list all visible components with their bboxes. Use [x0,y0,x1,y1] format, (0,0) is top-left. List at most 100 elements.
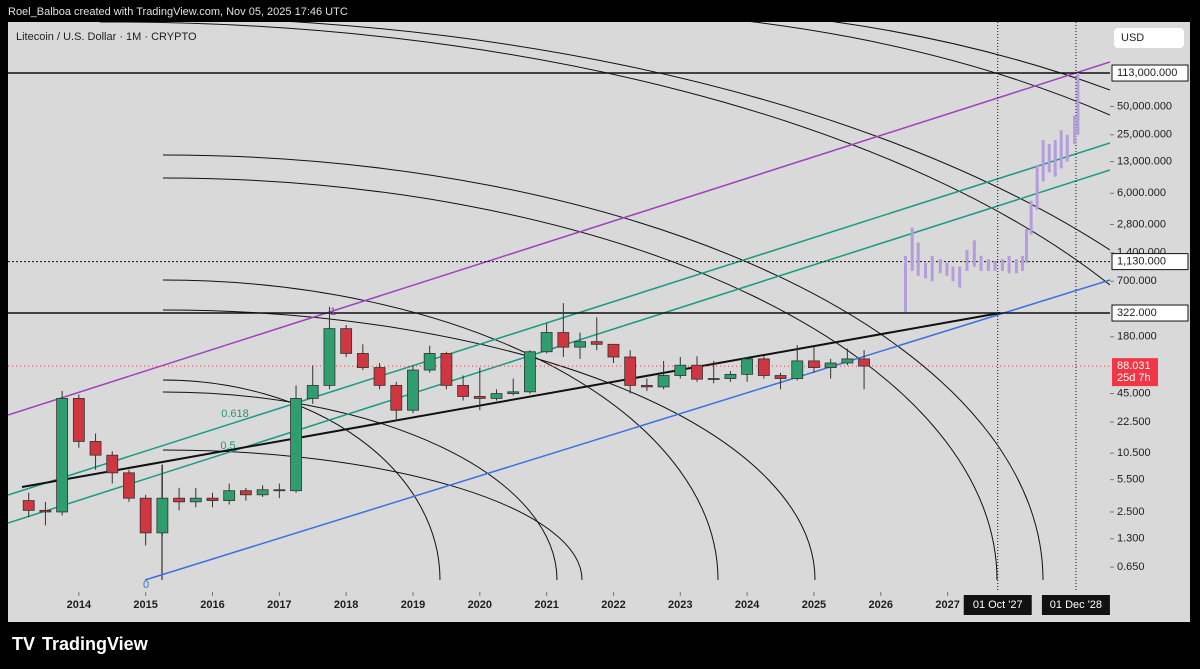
fib-arc [162,177,998,581]
price-label: 113,000.000 [1117,67,1177,79]
price-label: 1,130.000 [1117,256,1166,268]
time-marker-box [1041,595,1110,615]
candle-body [156,497,169,534]
candle-body [473,396,486,399]
fib-label: 0.5 [220,440,235,452]
candle-body [256,489,269,496]
chart-title: Litecoin / U.S. Dollar · 1M · CRYPTO [16,31,197,43]
candle-body [490,393,503,399]
candle-body [674,364,687,376]
last-price-box [1112,358,1158,387]
candle-body [290,398,302,492]
candle-body [173,497,185,503]
fib-arc [100,22,1110,286]
x-tick-label: 2021 [534,599,558,611]
trend-line [21,312,1001,488]
candle-body [22,500,35,511]
y-tick-label: 5.500 [1117,474,1145,486]
candle-body [39,509,52,513]
fib-arc [831,22,1110,91]
y-tick-label: 2.500 [1117,506,1145,518]
candle-body [657,375,670,388]
candle-body [724,373,737,379]
candle-body [407,369,419,411]
candle-body [774,375,787,379]
y-tick-label: 10.500 [1117,447,1151,459]
candle-body [741,358,754,375]
marks [8,22,1110,592]
fib-label: 0 [143,579,149,591]
brand: TradingView [42,634,149,654]
candle-body [356,353,369,368]
candle-body [457,384,470,397]
candle-body [373,367,386,386]
candle-body [323,328,336,386]
candle-body [440,353,453,386]
channel-line [8,142,1110,496]
header: Roel_Balboa created with TradingView.com… [8,6,348,18]
y-tick-label: 25,000.000 [1117,129,1172,141]
x-tick-label: 2016 [200,599,224,611]
y-tick-label: 0.650 [1117,561,1145,573]
candle-body [89,441,102,456]
x-tick-label: 2022 [601,599,625,611]
fib-arc [162,379,441,581]
candle-body [791,360,804,379]
candle-body [607,343,620,358]
x-tick-label: 2025 [802,599,826,611]
x-tick-label: 2026 [869,599,893,611]
candle-body [557,332,570,348]
x-tick-label: 2015 [133,599,157,611]
x-tick-label: 2023 [668,599,692,611]
y-tick-label: 13,000.000 [1117,155,1172,167]
drawings [8,22,1110,581]
price-label: 322.000 [1117,307,1157,319]
y-tick-label: 1.300 [1117,533,1145,545]
fib-label: 0.618 [221,408,249,420]
candle-body [72,398,85,442]
candle-body [223,490,236,501]
candle-body [189,497,202,503]
x-tick-label: 2027 [935,599,959,611]
candle-body [540,332,553,353]
time-marker-label: 01 Oct '27 [973,599,1023,611]
fib-arc [162,279,719,581]
x-tick-label: 2017 [267,599,291,611]
candle-body [841,358,854,364]
candle-body [640,384,653,388]
x-tick-label: 2020 [468,599,492,611]
candle-body [574,341,586,348]
candle-body [808,360,820,368]
candle-body [390,384,403,411]
y-tick-label: 50,000.000 [1117,100,1172,112]
y-tick-label: 45.000 [1117,388,1151,400]
last-price-label: 88.031 [1117,360,1151,372]
candle-body [273,489,286,492]
price-label-box [1111,64,1189,82]
candle-body [757,358,770,376]
x-tick-label: 2019 [401,599,425,611]
candle-body [56,398,69,513]
candle-body [423,353,436,371]
x-tick-label: 2024 [735,599,760,611]
y-tick-label: 6,000.000 [1117,187,1166,199]
price-label-box [1111,253,1189,271]
brand-logo: TV [12,634,35,654]
candle-body [123,472,135,499]
candle-body [240,490,252,496]
fib-label: 1 [330,306,336,318]
x-tick-label: 2014 [67,599,92,611]
candle-body [691,364,703,380]
y-tick-label: 180.000 [1117,331,1157,343]
candle-body [590,341,603,345]
countdown: 25d 7h [1117,372,1151,384]
currency: USD [1121,32,1144,44]
fib-arc [749,22,1110,116]
candle-body [106,454,119,474]
fib-arc [162,309,816,581]
candle-body [524,351,536,393]
candle-body [707,378,720,380]
chart-area [8,22,1190,622]
fib-arc [162,391,558,581]
